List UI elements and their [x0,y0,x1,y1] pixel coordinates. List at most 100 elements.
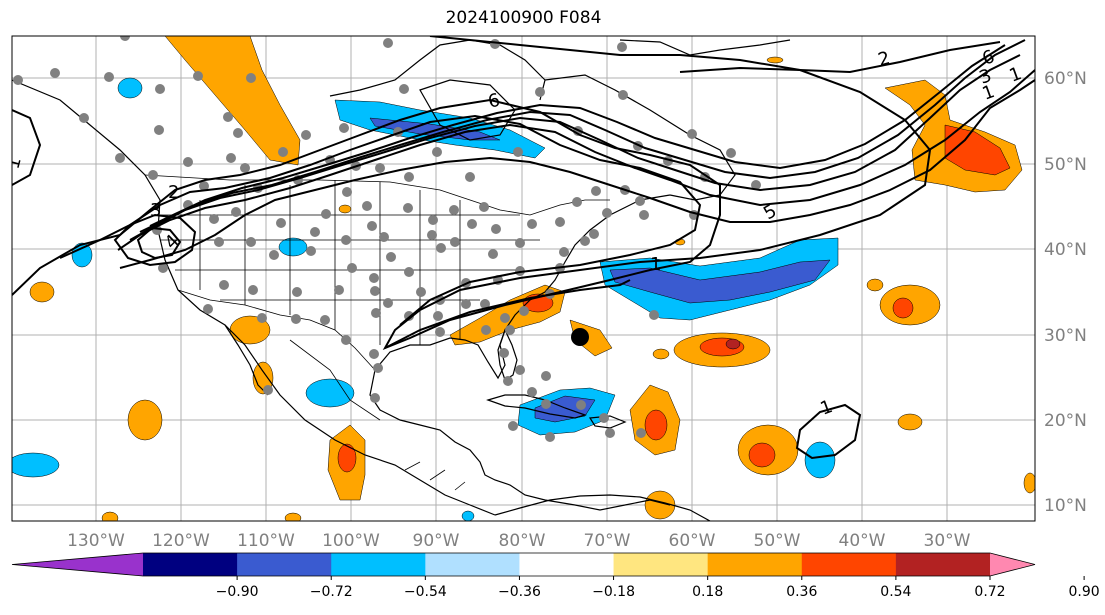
lon-label: 80°W [499,531,546,551]
colorbar-label: −0.18 [592,584,635,600]
contour-label: 3 [150,200,161,221]
positive-anomaly-patch [338,204,352,214]
negative-anomaly-patch [12,452,60,478]
contour-north-arc [679,41,1001,74]
colorbar-segment [237,553,332,576]
lon-label: 110°W [237,531,295,551]
contour-inner-1 [59,114,702,326]
lat-label: 60°N [1044,69,1087,89]
contour-label: 2 [168,182,179,203]
lon-label: 100°W [322,531,380,551]
colorbar-extend-low [12,553,143,576]
contour-low-center [113,213,197,267]
colorbar-label: −0.36 [498,584,541,600]
contour-inner-4 [129,54,1021,241]
positive-anomaly-core [892,297,914,319]
north-america-arctic-coast [329,39,546,101]
colorbar-label: −0.54 [404,584,447,600]
colorbar-label: 0.72 [974,584,1005,600]
colorbar-segment [613,553,709,576]
colorbar-segment [707,553,803,576]
colorbar-label: 0.18 [692,584,723,600]
lon-label: 130°W [67,531,125,551]
lat-label: 40°N [1044,240,1087,260]
colorbar-outline [11,552,1036,577]
positive-anomaly-northwest [164,36,301,166]
positive-anomaly-patch [644,490,676,520]
colorbar-label: −0.72 [310,584,353,600]
positive-anomaly-patch [1023,472,1035,494]
map-border [11,35,1036,522]
us-east-coast [369,194,671,511]
positive-anomaly-patch [101,511,119,521]
positive-anomaly-patch [766,56,784,64]
negative-anomaly-patch [461,510,475,521]
colorbar-label: 0.90 [1069,584,1100,600]
south-america-coast [494,494,711,521]
positive-anomaly-patch [652,348,670,360]
colorbar-segment [425,553,520,576]
colorbar-label: 0.36 [786,584,817,600]
negative-anomaly-patch [278,237,308,257]
greenland-coast [619,39,791,56]
contour-atlantic-low [384,279,631,349]
negative-anomaly-patch [117,77,143,99]
longitude-labels: 130°W 120°W 110°W 100°W 90°W 80°W 70°W 6… [67,531,971,551]
positive-anomaly-patch [284,512,302,521]
lat-label: 30°N [1044,326,1087,346]
contour-label: 2 [876,48,892,71]
negative-anomaly-patch [804,441,836,479]
contour-inner-6 [149,44,1006,227]
lon-label: 120°W [152,531,210,551]
negative-anomaly-atlantic-core [609,259,831,304]
negative-anomaly-patch [305,378,355,408]
lon-label: 30°W [924,531,971,551]
positive-anomaly-core [748,442,776,468]
coastlines [12,39,791,521]
storm-center-marker [571,328,589,346]
negative-anomaly-patch [71,242,93,268]
positive-anomaly-core [337,443,357,473]
contour-low-center-inner [136,226,182,260]
lon-label: 70°W [584,531,631,551]
lat-label: 20°N [1044,411,1087,431]
lat-label: 50°N [1044,155,1087,175]
positive-anomaly-patch [866,278,884,292]
colorbar-segment [895,553,991,576]
contour-lines [12,36,1035,460]
positive-anomaly-patch [29,281,55,303]
contour-inner-2 [119,79,1035,269]
contour-inner-5 [139,39,1026,233]
lon-label: 60°W [669,531,716,551]
contour-label: 6 [486,90,502,113]
lon-label: 40°W [839,531,886,551]
lon-label: 90°W [413,531,460,551]
cuba [486,394,587,419]
map-title: 2024100900 F084 [445,8,602,28]
labrador-coast [544,74,736,201]
station-markers [13,36,761,442]
colorbar: −0.90 −0.72 −0.54 −0.36 −0.18 0.18 0.36 0.54 0.7… [11,552,1100,600]
positive-anomaly-core [725,338,741,350]
colorbar-extend-high [990,553,1035,576]
contour-pacific-low [12,109,42,186]
colorbar-label: −0.90 [216,584,259,600]
positive-anomaly-core [644,409,668,441]
colorbar-segment [519,553,615,576]
colorbar-segment [143,553,238,576]
contour-subtropical-ring [795,403,862,460]
lat-label: 10°N [1044,496,1087,516]
colorbar-label: 0.54 [880,584,911,600]
latitude-labels: 60°N 50°N 40°N 30°N 20°N 10°N [1044,69,1087,516]
colorbar-segment [331,553,426,576]
colorbar-segment [801,553,897,576]
positive-anomaly-patch [897,413,923,431]
gulf-of-california [224,324,269,396]
contour-label: 1 [650,254,661,275]
central-america-borders [404,461,466,491]
mexico-interior [289,339,381,421]
positive-anomaly-northeast-atlantic-core [944,124,1011,176]
lon-label: 50°W [754,531,801,551]
contour-inner-3 [117,69,1035,251]
